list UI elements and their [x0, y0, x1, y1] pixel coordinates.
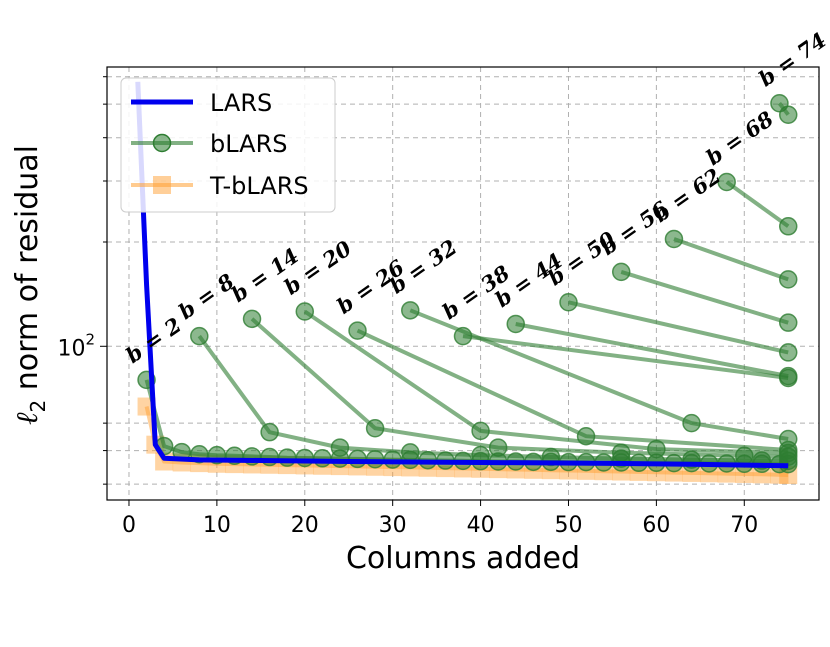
lars-line: [135, 81, 789, 469]
blars-point: [576, 426, 596, 446]
legend-marker-blars: [152, 133, 172, 153]
blars-line: [725, 180, 790, 228]
blars-point: [471, 421, 490, 441]
x-tick-label: 40: [467, 513, 495, 538]
y-tick-label-base: 10: [57, 336, 85, 361]
blars-point: [348, 449, 367, 469]
blars-line: [620, 269, 789, 325]
y-axis-label-symbol: ℓ: [10, 412, 45, 425]
legend-marker-tblars: [153, 176, 171, 194]
blars-line: [673, 237, 789, 282]
blars-point: [295, 448, 315, 468]
blars-point: [260, 422, 279, 442]
x-tick-label: 10: [203, 513, 231, 538]
blars-point: [277, 448, 297, 467]
blars-point: [778, 429, 798, 449]
blars-line: [462, 334, 789, 380]
blars-line: [303, 309, 789, 455]
blars-point: [330, 438, 350, 457]
blars-point: [365, 418, 385, 438]
legend-label-lars: LARS: [210, 89, 272, 117]
blars-point: [778, 105, 798, 124]
blars-point: [682, 413, 701, 433]
y-axis-label: ℓ2 norm of residual: [10, 145, 50, 425]
x-tick-label: 0: [122, 513, 136, 538]
legend-label-blars: bLARS: [210, 130, 287, 158]
x-tick-label: 30: [379, 513, 407, 538]
blars-point: [778, 270, 798, 289]
x-tick-label: 20: [291, 513, 319, 538]
legend-label-tblars: T-bLARS: [209, 172, 309, 200]
x-tick-label: 50: [554, 513, 582, 538]
blars-point: [348, 321, 367, 340]
blars-point: [778, 366, 798, 386]
blars-point: [453, 326, 473, 346]
x-tick-label: 60: [642, 513, 670, 538]
blars-line: [515, 322, 789, 379]
blars-point: [242, 309, 262, 329]
legend-frame: [120, 77, 336, 213]
blars-point: [295, 302, 315, 321]
x-axis-label: Columns added: [346, 541, 580, 576]
blars-point: [401, 301, 420, 320]
blars-point: [313, 449, 332, 468]
blars-line: [197, 334, 789, 463]
series-layer: [135, 81, 798, 485]
blars-point: [778, 313, 798, 332]
blars-point: [664, 229, 684, 249]
blars-point: [488, 438, 508, 457]
blars-point: [190, 326, 209, 346]
blars-point: [611, 262, 631, 282]
y-axis-label-subscript: 2: [26, 400, 50, 413]
blars-point: [778, 343, 798, 362]
blars-point: [559, 293, 578, 312]
x-tick-label: 70: [730, 513, 758, 538]
y-tick-label-exponent: 2: [85, 330, 95, 348]
blars-point: [717, 172, 736, 192]
plot-frame: [106, 66, 820, 501]
blars-point: [506, 314, 525, 334]
blars-point: [401, 443, 420, 462]
y-axis-label-text: norm of residual: [10, 145, 45, 400]
blars-line: [568, 300, 789, 355]
y-tick-label: 102: [57, 330, 95, 361]
blars-point: [778, 217, 798, 236]
legend: LARS bLARS T-bLARS: [120, 77, 336, 213]
